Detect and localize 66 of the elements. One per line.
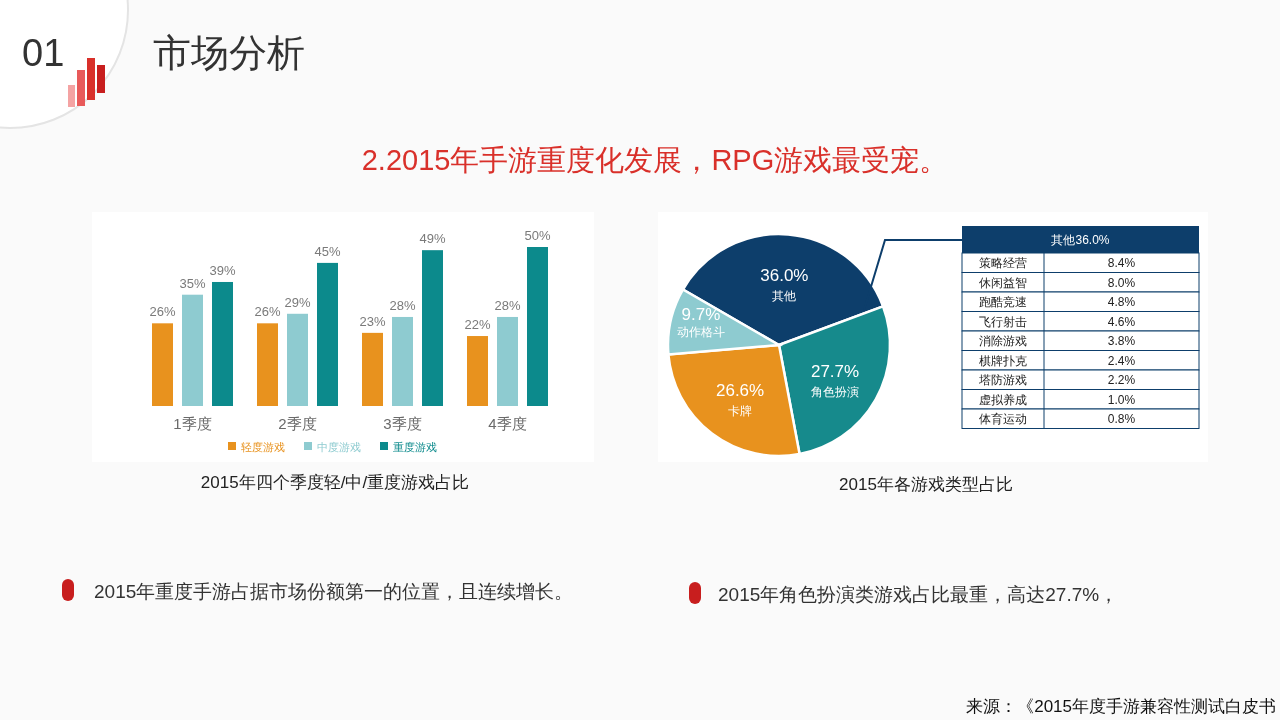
bar [422, 250, 443, 406]
text: 其他36.0% [1051, 233, 1110, 247]
bar [317, 262, 338, 406]
slice-label: 角色扮演 [811, 384, 860, 399]
category-label: 消除游戏 [979, 334, 1027, 348]
x-tick-label: 3季度 [383, 415, 422, 432]
text: 8.4% [1107, 256, 1136, 270]
text: 2015年重度手游占据市场份额第一的位置，且连续增长。 [94, 581, 574, 602]
text: 0.8% [1107, 412, 1136, 426]
legend-label: 中度游戏 [317, 441, 361, 453]
bar [362, 332, 383, 406]
category-label: 跑酷竞速 [979, 295, 1027, 309]
slice-label: 动作格斗 [676, 324, 725, 339]
category-label: 休闲益智 [979, 275, 1027, 290]
text: 4.6% [1107, 314, 1136, 329]
category-label: 体育运动 [979, 412, 1027, 426]
data-label: 9.7% [681, 304, 721, 324]
source-note: 来源：《2015年度手游兼容性测试白皮书 [966, 697, 1276, 716]
data-label: 29% [284, 294, 311, 310]
data-label: 26% [254, 304, 281, 320]
data-label: 28% [494, 297, 521, 313]
bar [527, 247, 548, 406]
data-label: 45% [314, 243, 341, 259]
data-label: 26% [149, 304, 176, 320]
bar [497, 316, 518, 406]
data-label: 28% [389, 297, 416, 313]
bar [152, 323, 173, 406]
text: 2015年四个季度轻/中/重度游戏占比 [200, 473, 470, 492]
text: 2.2015年手游重度化发展，RPG游戏最受宠。 [361, 144, 949, 176]
data-label: 27.7% [810, 361, 860, 381]
category-label: 虚拟养成 [979, 392, 1027, 407]
text: 2.2% [1107, 373, 1136, 387]
bar [212, 281, 233, 406]
bar [467, 336, 488, 406]
x-tick-label: 4季度 [488, 415, 527, 432]
category-label: 策略经营 [979, 256, 1027, 270]
text: 1.0% [1107, 392, 1136, 407]
category-label: 塔防游戏 [978, 373, 1027, 387]
bar [287, 313, 308, 406]
text: 2015年各游戏类型占比 [839, 475, 1013, 494]
data-label: 36.0% [760, 265, 809, 285]
text: 01 [22, 32, 65, 74]
x-tick-label: 2季度 [278, 415, 317, 432]
data-label: 26.6% [715, 381, 765, 401]
text: 市场分析 [153, 32, 305, 74]
data-label: 49% [419, 231, 446, 247]
x-tick-label: 1季度 [173, 415, 212, 432]
text: 3.8% [1107, 334, 1136, 348]
slice-label: 其他 [772, 288, 797, 303]
data-label: 23% [359, 313, 386, 329]
slice-label: 卡牌 [728, 404, 753, 419]
text: 2.4% [1107, 353, 1136, 368]
legend-label: 重度游戏 [393, 441, 437, 453]
category-label: 棋牌扑克 [979, 353, 1027, 368]
data-label: 35% [179, 275, 206, 291]
data-label: 39% [209, 262, 236, 278]
text: 8.0% [1107, 275, 1136, 290]
legend-label: 轻度游戏 [241, 441, 285, 453]
data-label: 22% [464, 317, 491, 333]
bar [182, 294, 203, 406]
bar [257, 323, 278, 406]
data-label: 50% [524, 228, 551, 243]
category-label: 飞行射击 [979, 314, 1027, 329]
bar [392, 316, 413, 406]
text: 2015年角色扮演类游戏占比最重，高达27.7%， [718, 584, 1119, 605]
text: 4.8% [1107, 295, 1136, 309]
